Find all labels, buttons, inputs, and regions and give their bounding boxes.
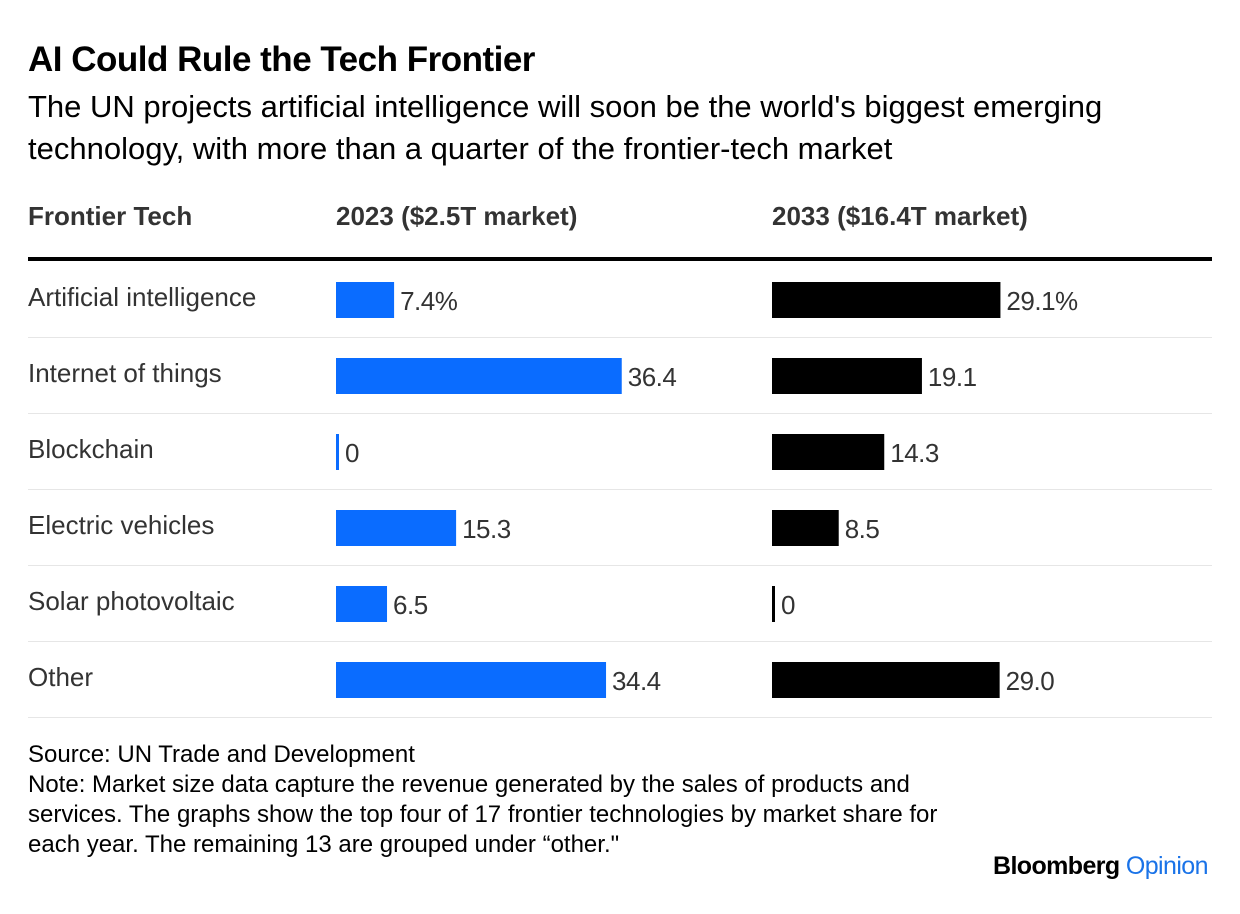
- data-label-2023: 34.4: [612, 666, 661, 696]
- bloomberg-opinion-logo: Bloomberg Opinion: [993, 852, 1208, 881]
- column-header-2033: 2033 ($16.4T market): [772, 201, 1028, 231]
- bar-2033: [772, 282, 1001, 318]
- data-label-2033: 19.1: [928, 362, 977, 392]
- row-label: Internet of things: [28, 358, 222, 388]
- bar-2033: [772, 434, 885, 470]
- data-label-2033: 0: [781, 590, 795, 620]
- column-header-tech: Frontier Tech: [28, 201, 193, 231]
- data-label-2033: 8.5: [845, 514, 880, 544]
- chart-subtitle: The UN projects artificial intelligence …: [28, 89, 1103, 166]
- data-label-2033: 29.1%: [1006, 286, 1078, 316]
- row-label: Artificial intelligence: [28, 282, 256, 312]
- bar-2023: [336, 434, 339, 470]
- row-label: Electric vehicles: [28, 510, 214, 540]
- bar-2023: [336, 358, 622, 394]
- bar-2033: [772, 510, 839, 546]
- row-label: Other: [28, 662, 93, 692]
- source-text: Source: UN Trade and Development: [28, 741, 415, 768]
- data-label-2023: 0: [345, 438, 359, 468]
- bar-2023: [336, 662, 607, 698]
- chart-title: AI Could Rule the Tech Frontier: [28, 40, 535, 79]
- bar-2033: [772, 586, 775, 622]
- source-note: Source: UN Trade and Development Note: M…: [28, 740, 948, 860]
- bar-2033: [772, 358, 922, 394]
- bar-2023: [336, 510, 457, 546]
- brand-name: Bloomberg: [993, 852, 1120, 880]
- data-label-2033: 29.0: [1006, 666, 1055, 696]
- bar-2023: [336, 282, 395, 318]
- row-label: Blockchain: [28, 434, 154, 464]
- column-header-2023: 2023 ($2.5T market): [336, 201, 578, 231]
- data-label-2033: 14.3: [890, 438, 939, 468]
- bar-2033: [772, 662, 1000, 698]
- data-label-2023: 7.4%: [400, 286, 458, 316]
- header-rule: [28, 257, 1212, 261]
- bar-2023: [336, 586, 388, 622]
- data-label-2023: 36.4: [628, 362, 677, 392]
- data-label-2023: 6.5: [393, 590, 428, 620]
- row-label: Solar photovoltaic: [28, 586, 235, 616]
- data-label-2023: 15.3: [462, 514, 511, 544]
- brand-section: Opinion: [1125, 852, 1209, 880]
- note-text: Note: Market size data capture the reven…: [28, 771, 938, 858]
